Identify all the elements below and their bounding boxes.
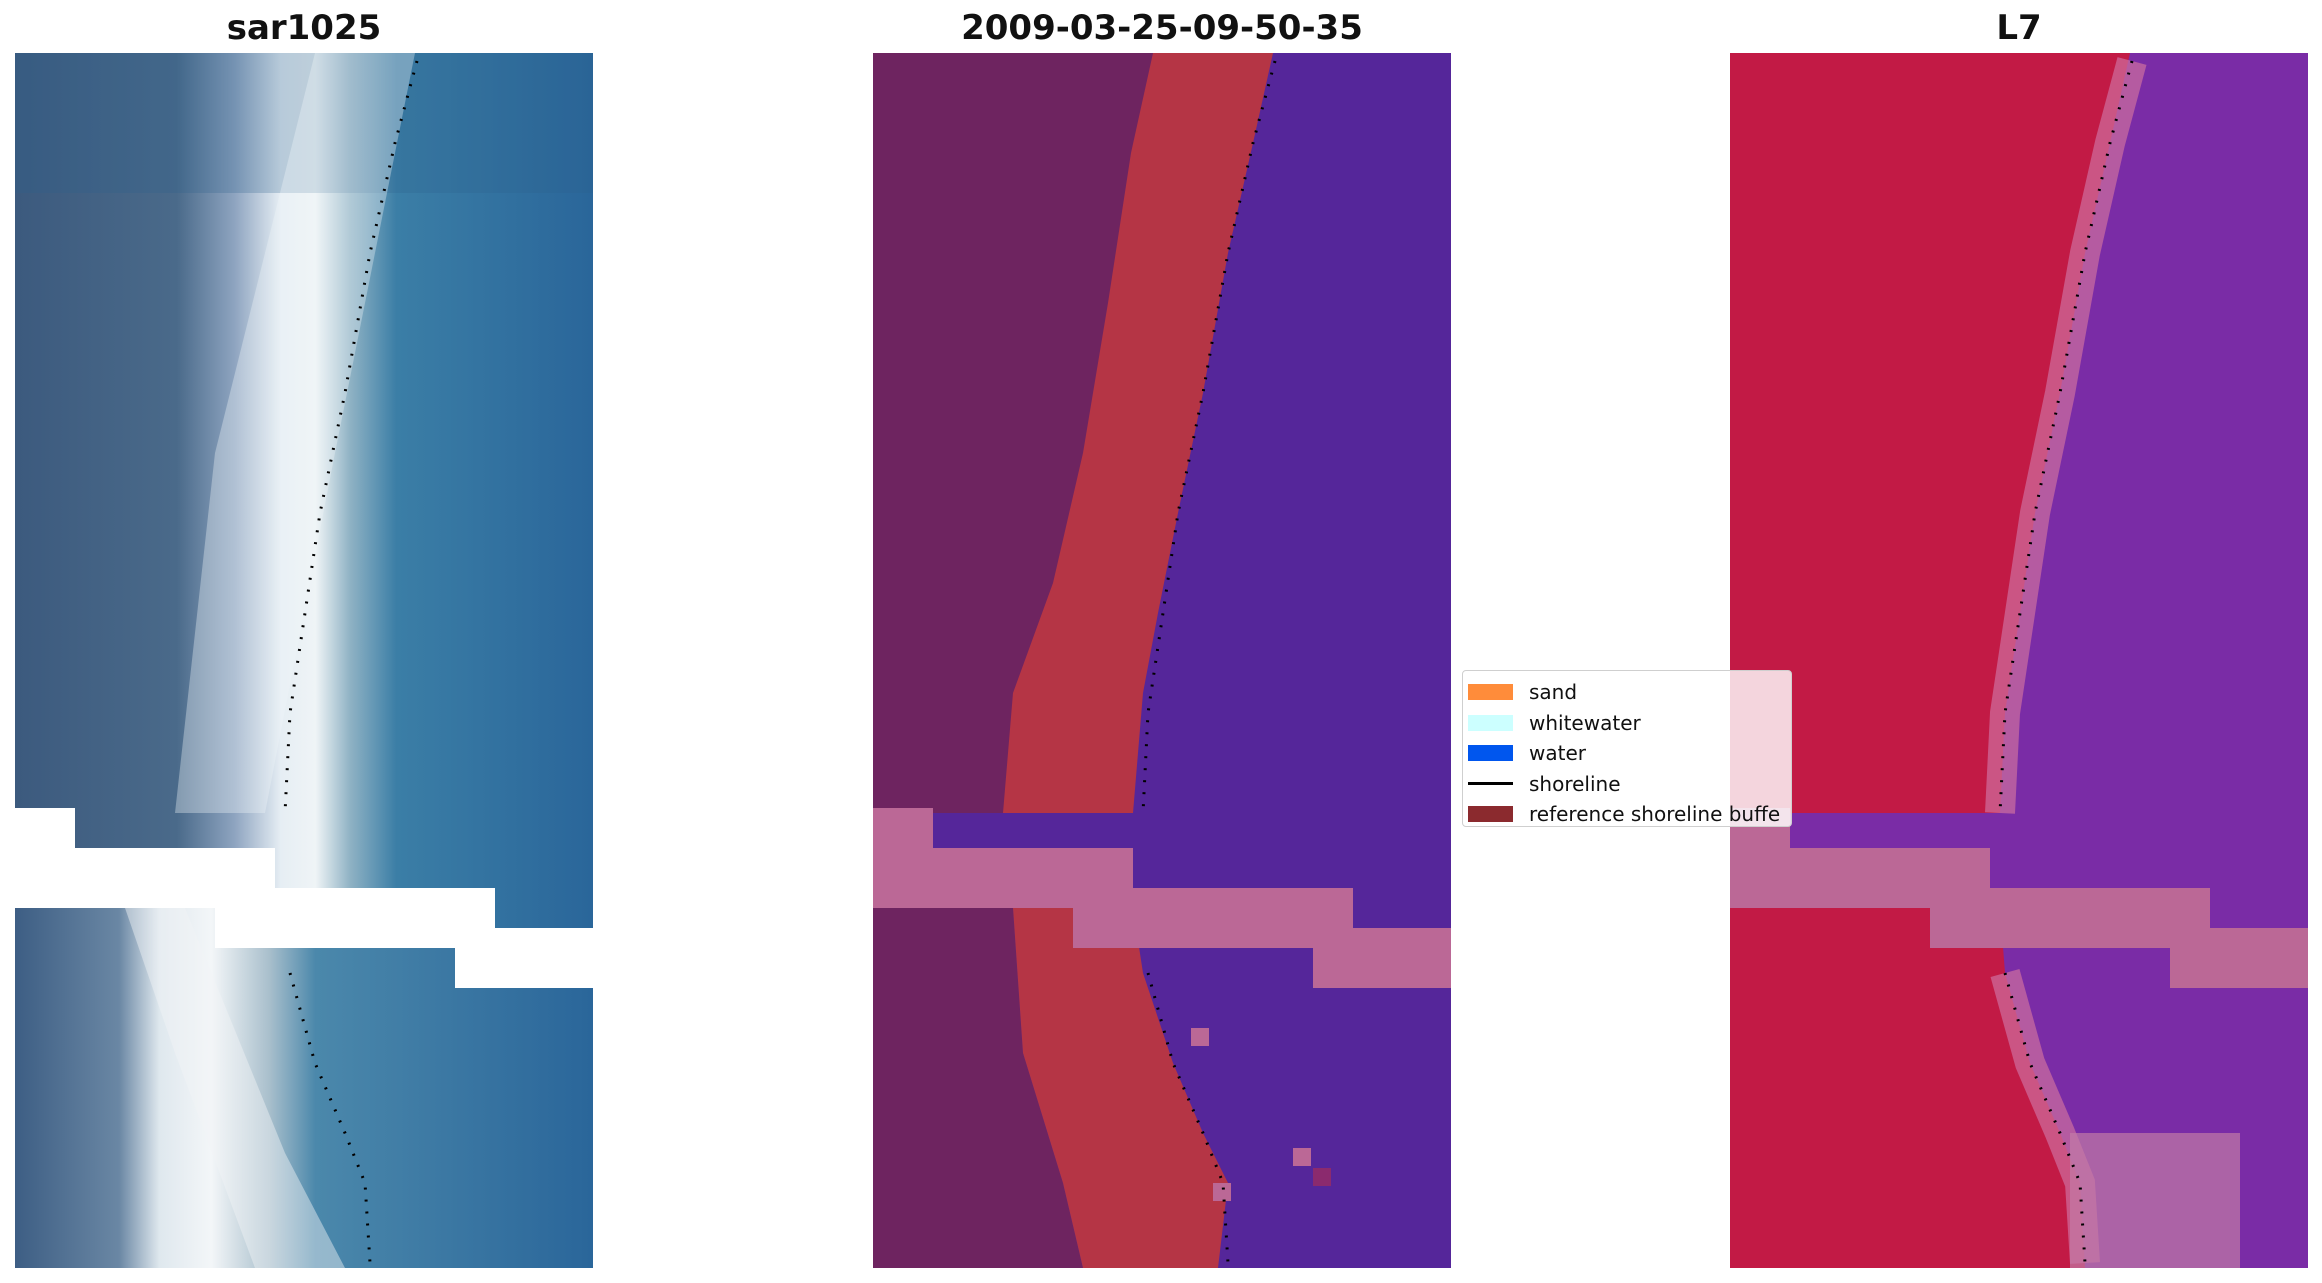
legend: sand whitewater water shoreline referenc… (1462, 670, 1792, 827)
legend-swatch-reference-shoreline-buffer (1468, 806, 1513, 823)
legend-item-sand: sand (1463, 677, 1791, 708)
legend-item-whitewater: whitewater (1463, 708, 1791, 739)
legend-item-reference-shoreline-buffer: reference shoreline buffe (1463, 799, 1791, 827)
classification-panel (873, 53, 1451, 1268)
legend-label-water: water (1529, 741, 1586, 766)
panel-title-sar1025: sar1025 (226, 8, 382, 48)
panel-title-l7: L7 (1996, 8, 2042, 48)
l7-panel (1730, 53, 2308, 1268)
legend-swatch-sand (1468, 684, 1513, 701)
legend-label-reference-shoreline-buffer: reference shoreline buffe (1529, 802, 1781, 827)
l7-image (1730, 53, 2308, 1268)
legend-label-shoreline: shoreline (1529, 771, 1621, 796)
legend-label-sand: sand (1529, 680, 1578, 705)
legend-swatch-water (1468, 745, 1513, 762)
legend-swatch-whitewater (1468, 714, 1513, 731)
legend-swatch-shoreline (1468, 782, 1513, 786)
legend-item-shoreline: shoreline (1463, 769, 1791, 800)
legend-label-whitewater: whitewater (1529, 710, 1641, 735)
legend-item-water: water (1463, 738, 1791, 769)
classification-image (873, 53, 1451, 1268)
rgb-image-panel (15, 53, 593, 1268)
rgb-image (15, 53, 593, 1268)
panel-title-classification: 2009-03-25-09-50-35 (961, 8, 1363, 48)
